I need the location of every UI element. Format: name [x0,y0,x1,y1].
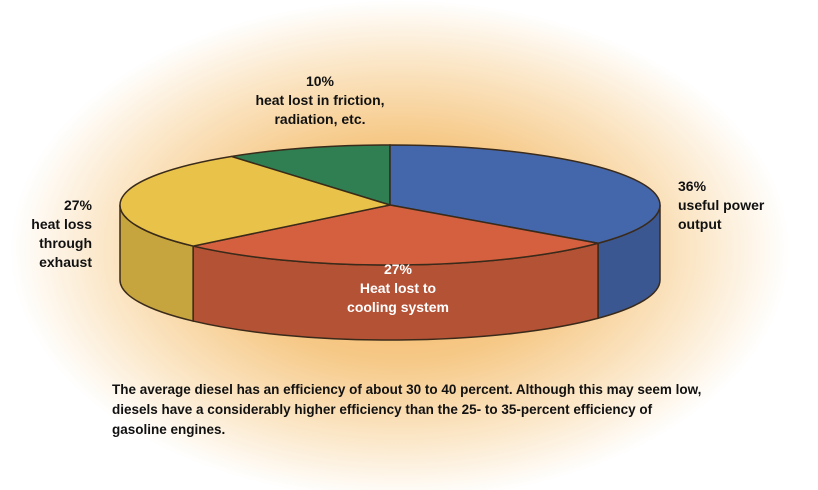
value-label: 10% [305,73,335,89]
slice-label: 27% heat loss through exhaust [20,196,92,272]
category-label: useful power output [678,197,765,232]
slice [193,204,599,266]
slice-label: 27% Heat lost to cooling system [338,260,458,317]
value-label: 27% [63,197,92,213]
category-label: Heat lost to cooling system [347,280,449,315]
value-label: 27% [383,261,413,277]
category-label: heat lost in friction, radiation, etc. [255,92,385,127]
slice-label: 36% useful power output [678,177,788,234]
slice [231,144,391,207]
caption: The average diesel has an efficiency of … [112,382,702,437]
category-label: heat loss through exhaust [31,216,92,270]
slice [389,144,661,245]
slice-label: 10% heat lost in friction, radiation, et… [235,72,405,129]
value-label: 36% [678,178,707,194]
slice [119,155,391,247]
